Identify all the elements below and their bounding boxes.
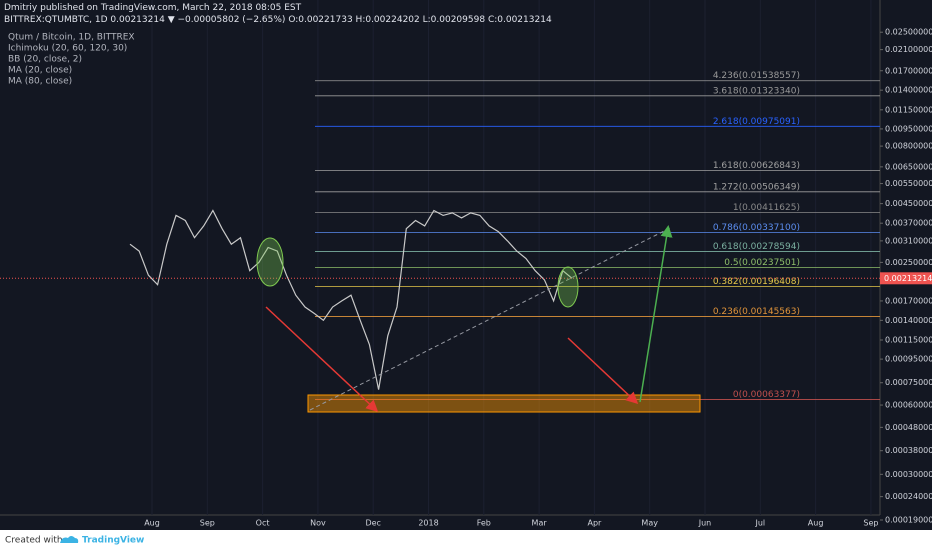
fib-label: 0.5(0.00237501) (724, 258, 800, 268)
y-tick-label: 0.00075000 (885, 378, 932, 387)
y-tick-label: 0.00170000 (885, 296, 932, 305)
y-tick-label: 0.00048000 (885, 423, 932, 432)
published: published on TradingView.com, March 22, … (40, 3, 301, 13)
fib-label: 0.382(0.00196408) (713, 277, 800, 287)
fib-label: 0.236(0.00145563) (713, 307, 800, 317)
header-line: Dmitriy published on TradingView.com, Ma… (4, 3, 302, 13)
fib-label: 3.618(0.01323340) (713, 86, 800, 96)
trend-line (309, 227, 671, 411)
y-tick-label: 0.00060000 (885, 401, 932, 410)
price-line (129, 209, 573, 390)
open: O:0.00221733 (288, 15, 352, 25)
x-tick-label: Aug (808, 519, 824, 528)
y-tick-label: 0.00140000 (885, 316, 932, 325)
x-tick-label: Mar (532, 519, 548, 528)
y-tick-label: 0.00800000 (885, 142, 932, 151)
close: C:0.00213214 (488, 15, 552, 25)
y-tick-label: 0.00115000 (885, 336, 932, 345)
legend-item: Qtum / Bitcoin, 1D, BITTREX (8, 33, 135, 43)
brand: TradingView (82, 536, 144, 546)
y-tick-label: 0.00370000 (885, 219, 932, 228)
current-price-box (880, 272, 932, 285)
y-tick-label: 0.00019000 (885, 516, 932, 525)
x-tick-label: Feb (477, 519, 491, 528)
y-tick-label: 0.00550000 (885, 179, 932, 188)
quote-line: BITTREX:QTUMBTC, 1D 0.00213214 ▼ −0.0000… (4, 15, 552, 25)
support-zone (307, 394, 701, 413)
y-tick-label: 0.02500000 (885, 28, 932, 37)
symbol: BITTREX:QTUMBTC, 1D (4, 15, 108, 25)
x-tick-label: Sep (863, 519, 878, 528)
change: ▼ −0.00005802 (−2.65%) (168, 15, 286, 25)
y-tick-label: 0.01150000 (885, 105, 932, 114)
current-price-label: 0.00213214 (884, 274, 932, 283)
y-tick-label: 0.01400000 (885, 86, 932, 95)
x-tick-label: Oct (256, 519, 270, 528)
fib-label: 2.618(0.00975091) (713, 117, 800, 127)
x-tick-label: Jun (698, 519, 712, 528)
author: Dmitriy (4, 3, 38, 13)
y-tick-label: 0.00250000 (885, 258, 932, 267)
x-tick-label: May (641, 519, 658, 528)
y-tick-label: 0.00024000 (885, 492, 932, 501)
fib-label: 0.618(0.00278594) (713, 242, 800, 252)
x-tick-label: Nov (310, 519, 326, 528)
fib-label: 1.272(0.00506349) (713, 182, 800, 192)
arrow-down (567, 337, 639, 405)
x-tick-label: Dec (365, 519, 380, 528)
y-tick-label: 0.00950000 (885, 124, 932, 133)
x-tick-label: 2018 (418, 519, 438, 528)
y-tick-label: 0.00038000 (885, 446, 932, 455)
highlight-ellipse (256, 237, 284, 287)
y-tick-label: 0.01700000 (885, 66, 932, 75)
legend-item: MA (80, close) (8, 77, 72, 87)
footer (0, 530, 932, 550)
x-tick-label: Sep (200, 519, 215, 528)
y-tick-label: 0.00450000 (885, 199, 932, 208)
legend-item: Ichimoku (20, 60, 120, 30) (8, 44, 127, 54)
arrow-down (265, 306, 379, 413)
high: H:0.00224202 (356, 15, 420, 25)
legend-item: BB (20, close, 2) (8, 55, 82, 65)
y-tick-label: 0.00310000 (885, 236, 932, 245)
fib-label: 1.618(0.00626843) (713, 161, 800, 171)
x-tick-label: Jul (754, 519, 765, 528)
chart-background (0, 0, 932, 530)
x-tick-label: Apr (587, 519, 602, 528)
fib-label: 4.236(0.01538557) (713, 71, 800, 81)
fib-label: 1(0.00411625) (733, 203, 800, 213)
footer-text: Created with (5, 536, 63, 546)
last: 0.00213214 (110, 15, 165, 25)
logo (60, 536, 79, 543)
fib-label: 0.786(0.00337100) (713, 223, 800, 233)
highlight-ellipse (557, 266, 579, 308)
x-tick-label: Aug (144, 519, 160, 528)
legend-item: MA (20, close) (8, 66, 72, 76)
low: L:0.00209598 (423, 15, 486, 25)
y-tick-label: 0.00650000 (885, 162, 932, 171)
y-tick-label: 0.00030000 (885, 470, 932, 479)
y-tick-label: 0.00095000 (885, 355, 932, 364)
fib-label: 0(0.00063377) (733, 390, 800, 400)
arrow-up (639, 225, 673, 403)
y-tick-label: 0.02100000 (885, 45, 932, 54)
